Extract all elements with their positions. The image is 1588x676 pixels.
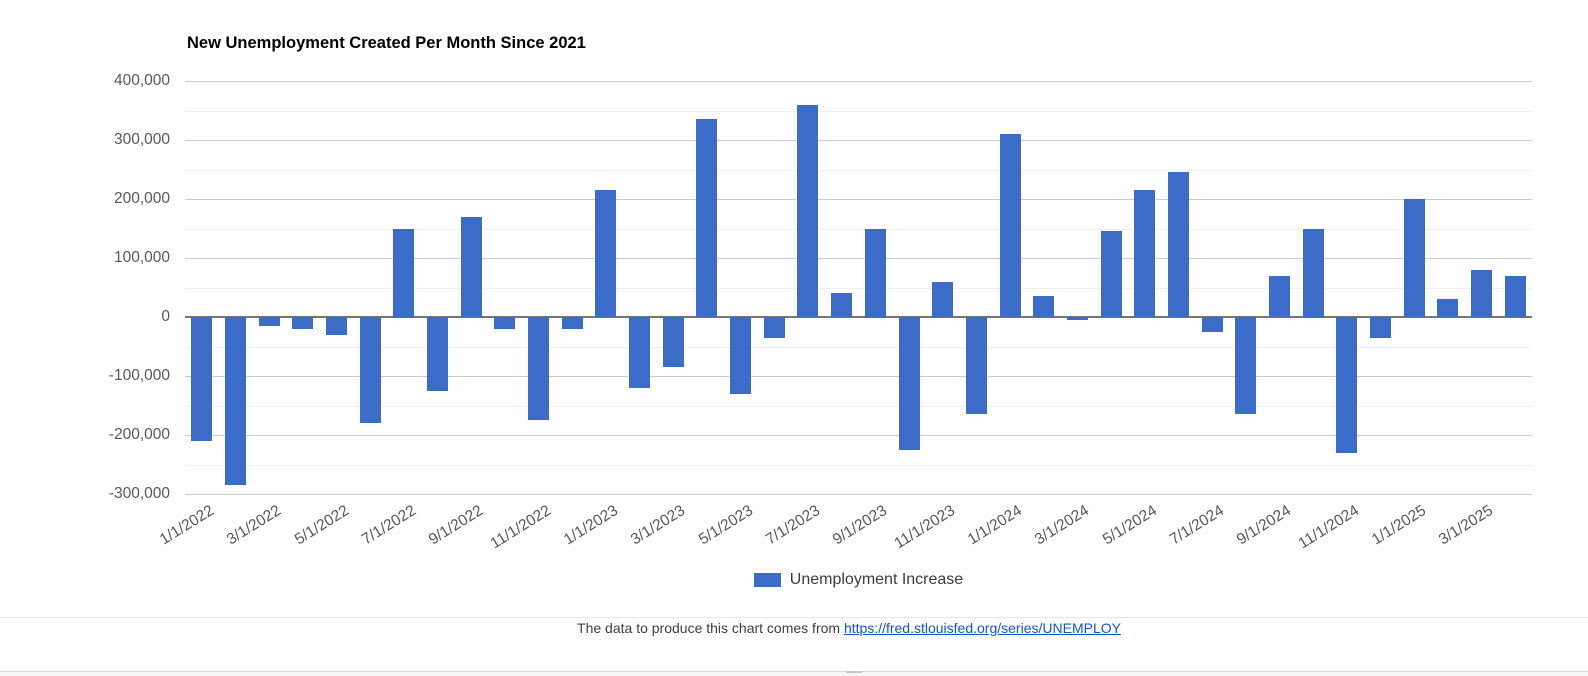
gridline [185, 376, 1532, 377]
chart-bar[interactable] [730, 317, 751, 394]
chart-bar[interactable] [1404, 199, 1425, 317]
legend-swatch [753, 573, 781, 587]
footer-divider [0, 617, 1588, 618]
bottom-strip-divider [846, 671, 862, 673]
chart-bar[interactable] [1101, 231, 1122, 317]
chart-bar[interactable] [629, 317, 650, 388]
chart-bar[interactable] [1168, 172, 1189, 317]
y-tick-label: 400,000 [113, 72, 170, 89]
chart-bar[interactable] [259, 317, 280, 326]
chart-bar[interactable] [326, 317, 347, 335]
chart-bar[interactable] [292, 317, 313, 329]
y-tick-label: 300,000 [113, 131, 170, 148]
y-tick-label: -200,000 [108, 426, 170, 443]
gridline [185, 258, 1532, 259]
legend-label: Unemployment Increase [789, 571, 964, 588]
chart-bar[interactable] [562, 317, 583, 329]
gridline [185, 347, 1532, 348]
gridline [185, 199, 1532, 200]
chart-bar[interactable] [865, 229, 886, 318]
chart-bar[interactable] [764, 317, 785, 338]
chart-bar[interactable] [1202, 317, 1223, 332]
y-tick-label: 100,000 [113, 249, 170, 266]
chart-bar[interactable] [1269, 276, 1290, 317]
chart-bar[interactable] [1033, 296, 1054, 317]
legend: Unemployment Increase [185, 571, 1532, 589]
chart-bar[interactable] [1235, 317, 1256, 414]
chart-bar[interactable] [494, 317, 515, 329]
chart-bar[interactable] [225, 317, 246, 485]
chart-title: New Unemployment Created Per Month Since… [187, 34, 586, 52]
chart-bar[interactable] [899, 317, 920, 450]
y-tick-label: 0 [161, 308, 170, 325]
gridline [185, 170, 1532, 171]
footer-text: The data to produce this chart comes fro… [577, 620, 844, 636]
chart-bar[interactable] [595, 190, 616, 317]
gridline [185, 465, 1532, 466]
chart-bar[interactable] [663, 317, 684, 367]
chart-bar[interactable] [797, 105, 818, 317]
chart-bar[interactable] [1437, 299, 1458, 317]
zero-baseline [185, 316, 1532, 318]
y-tick-label: -100,000 [108, 367, 170, 384]
chart-bar[interactable] [1336, 317, 1357, 453]
chart-bar[interactable] [528, 317, 549, 420]
chart-bar[interactable] [461, 217, 482, 317]
footer-note: The data to produce this chart comes fro… [110, 620, 1588, 636]
chart-bar[interactable] [393, 229, 414, 318]
gridline [185, 140, 1532, 141]
chart-bar[interactable] [1370, 317, 1391, 338]
chart-bar[interactable] [427, 317, 448, 391]
chart-bar[interactable] [1303, 229, 1324, 318]
gridline [185, 229, 1532, 230]
y-tick-label: -300,000 [108, 485, 170, 502]
chart-bar[interactable] [831, 293, 852, 317]
gridline [185, 81, 1532, 82]
gridline [185, 111, 1532, 112]
bottom-strip [0, 671, 1588, 676]
chart-bar[interactable] [360, 317, 381, 423]
gridline [185, 406, 1532, 407]
chart-bar[interactable] [1134, 190, 1155, 317]
gridline [185, 494, 1532, 495]
chart-bar[interactable] [932, 282, 953, 317]
chart-bar[interactable] [1000, 134, 1021, 317]
chart-bar[interactable] [966, 317, 987, 414]
gridline [185, 288, 1532, 289]
chart-bar[interactable] [696, 119, 717, 317]
y-tick-label: 200,000 [113, 190, 170, 207]
chart-bar[interactable] [1471, 270, 1492, 317]
chart-bar[interactable] [191, 317, 212, 441]
chart-bar[interactable] [1067, 317, 1088, 320]
footer-link[interactable]: https://fred.stlouisfed.org/series/UNEMP… [843, 620, 1121, 636]
gridline [185, 435, 1532, 436]
chart-bar[interactable] [1505, 276, 1526, 317]
